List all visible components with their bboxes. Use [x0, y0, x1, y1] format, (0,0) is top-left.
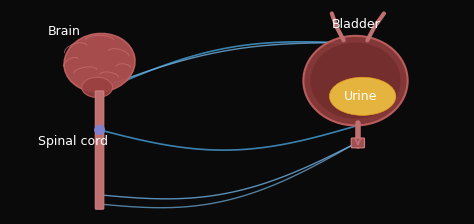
- Text: Spinal cord: Spinal cord: [38, 135, 108, 148]
- FancyBboxPatch shape: [351, 138, 365, 148]
- Ellipse shape: [82, 77, 113, 97]
- FancyBboxPatch shape: [95, 91, 104, 209]
- Circle shape: [95, 125, 104, 134]
- Ellipse shape: [310, 43, 401, 119]
- Ellipse shape: [64, 33, 135, 92]
- Text: Brain: Brain: [47, 25, 80, 38]
- Text: Bladder: Bladder: [332, 18, 381, 31]
- Text: Urine: Urine: [344, 90, 377, 103]
- Ellipse shape: [303, 36, 408, 125]
- Ellipse shape: [329, 77, 396, 115]
